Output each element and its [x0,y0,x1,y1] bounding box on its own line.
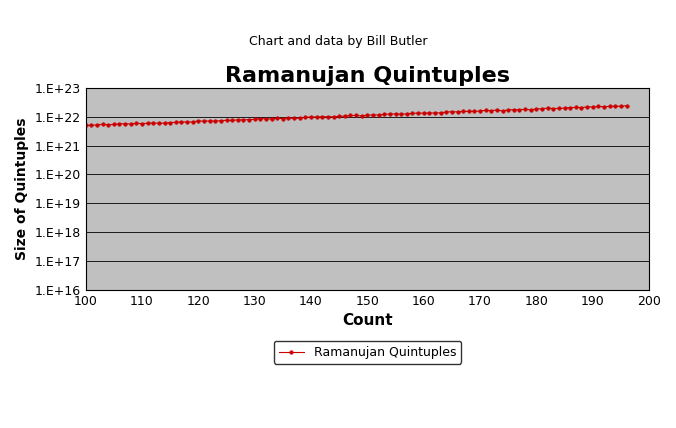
Ramanujan Quintuples [352,113,360,118]
Ramanujan Quintuples [99,122,107,127]
Text: Chart and data by Bill Butler: Chart and data by Bill Butler [249,35,427,48]
Y-axis label: Size of Quintuples: Size of Quintuples [15,118,29,260]
Line: Ramanujan Quintuples: Ramanujan Quintuples [84,104,628,127]
Title: Ramanujan Quintuples: Ramanujan Quintuples [225,66,510,86]
Ramanujan Quintuples [623,103,631,108]
Ramanujan Quintuples [121,121,129,126]
Ramanujan Quintuples [391,111,400,116]
Ramanujan Quintuples [222,118,231,123]
X-axis label: Count: Count [342,313,393,328]
Legend: Ramanujan Quintuples: Ramanujan Quintuples [274,341,461,363]
Ramanujan Quintuples [498,108,506,113]
Ramanujan Quintuples [82,123,90,128]
